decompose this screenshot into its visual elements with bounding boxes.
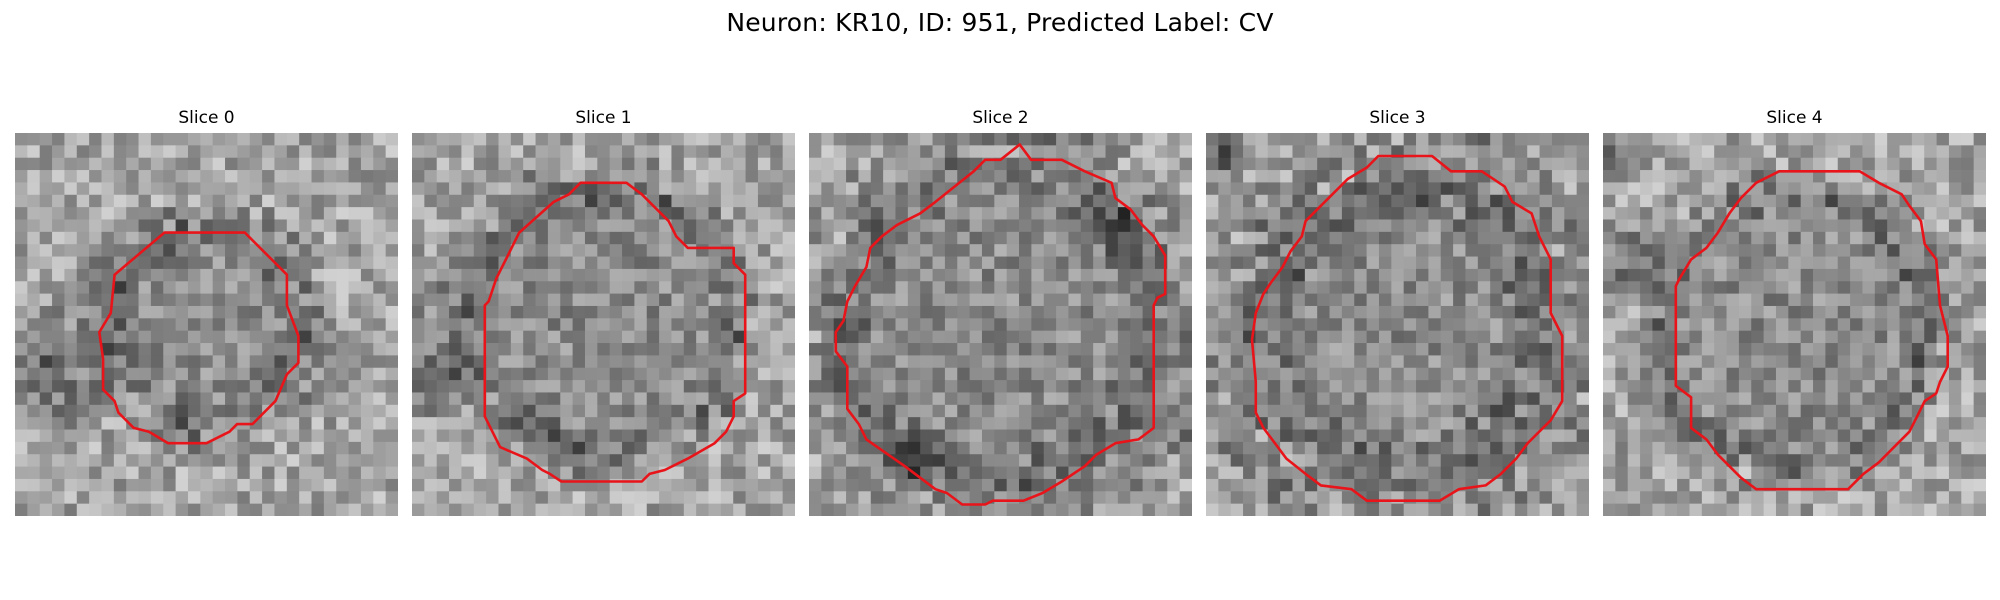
slice-title: Slice 2 (972, 108, 1029, 128)
slice-image-1 (412, 133, 795, 516)
figure-title: Neuron: KR10, ID: 951, Predicted Label: … (726, 8, 1274, 37)
roi-outline (483, 181, 747, 483)
roi-outline (98, 231, 300, 445)
slice-panel-0: Slice 0 (15, 108, 398, 520)
slice-panel-4: Slice 4 (1603, 108, 1986, 520)
roi-outline (834, 143, 1167, 506)
slice-title: Slice 3 (1369, 108, 1426, 128)
roi-outline (1674, 169, 1950, 491)
slice-image-4 (1603, 133, 1986, 516)
slice-image-3 (1206, 133, 1589, 516)
slice-panel-3: Slice 3 (1206, 108, 1589, 520)
roi-outline (1250, 154, 1564, 503)
slice-title: Slice 1 (575, 108, 632, 128)
slice-image-2 (809, 133, 1192, 516)
slice-title: Slice 4 (1766, 108, 1823, 128)
slice-title: Slice 0 (178, 108, 235, 128)
slice-image-0 (15, 133, 398, 516)
slice-panel-1: Slice 1 (412, 108, 795, 520)
slice-panel-2: Slice 2 (809, 108, 1192, 520)
